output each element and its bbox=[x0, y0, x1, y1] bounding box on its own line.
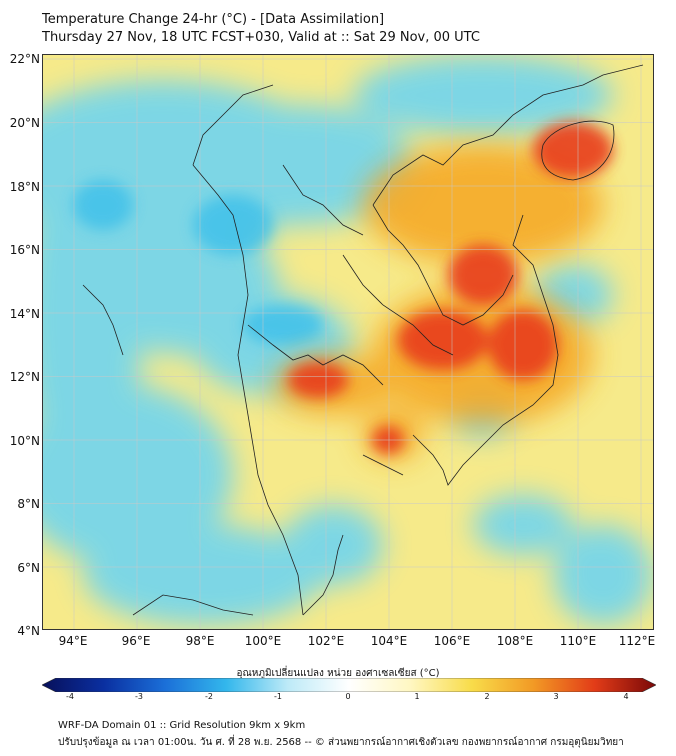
lat-label: 14°N bbox=[9, 307, 40, 321]
colorbar-tick: -2 bbox=[205, 692, 213, 701]
lat-label: 6°N bbox=[17, 561, 40, 575]
lat-label: 8°N bbox=[17, 497, 40, 511]
colorbar bbox=[42, 678, 656, 692]
lon-label: 102°E bbox=[307, 634, 345, 648]
map-panel[interactable] bbox=[42, 54, 654, 630]
chart-subtitle: Thursday 27 Nov, 18 UTC FCST+030, Valid … bbox=[42, 30, 480, 45]
temperature-map bbox=[43, 55, 653, 629]
lat-label: 16°N bbox=[9, 243, 40, 257]
lon-label: 100°E bbox=[244, 634, 282, 648]
lat-label: 10°N bbox=[9, 434, 40, 448]
lat-label: 12°N bbox=[9, 370, 40, 384]
footer-resolution: WRF-DA Domain 01 :: Grid Resolution 9km … bbox=[58, 720, 306, 731]
lon-label: 112°E bbox=[618, 634, 656, 648]
lon-label: 98°E bbox=[185, 634, 215, 648]
colorbar-tick: -4 bbox=[66, 692, 74, 701]
colorbar-tick: 0 bbox=[345, 692, 351, 701]
footer-credit: ปรับปรุงข้อมูล ณ เวลา 01:00น. วัน ศ. ที่… bbox=[58, 737, 624, 748]
chart-title: Temperature Change 24-hr (°C) - [Data As… bbox=[42, 12, 385, 27]
lon-label: 106°E bbox=[433, 634, 471, 648]
lon-label: 94°E bbox=[58, 634, 88, 648]
lat-label: 20°N bbox=[9, 116, 40, 130]
lon-label: 96°E bbox=[121, 634, 151, 648]
colorbar-tick: 4 bbox=[623, 692, 629, 701]
colorbar-tick: -1 bbox=[274, 692, 282, 701]
colorbar-title: อุณหภูมิเปลี่ยนแปลง หน่วย องศาเซลเซียส (… bbox=[236, 668, 440, 679]
lon-label: 108°E bbox=[496, 634, 534, 648]
colorbar-tick: 2 bbox=[484, 692, 490, 701]
colorbar-tick: -3 bbox=[135, 692, 143, 701]
colorbar-tick: 3 bbox=[553, 692, 559, 701]
lon-label: 110°E bbox=[559, 634, 597, 648]
lat-label: 4°N bbox=[17, 624, 40, 638]
lon-label: 104°E bbox=[370, 634, 408, 648]
lat-label: 22°N bbox=[9, 52, 40, 66]
lat-label: 18°N bbox=[9, 180, 40, 194]
colorbar-tick: 1 bbox=[414, 692, 420, 701]
